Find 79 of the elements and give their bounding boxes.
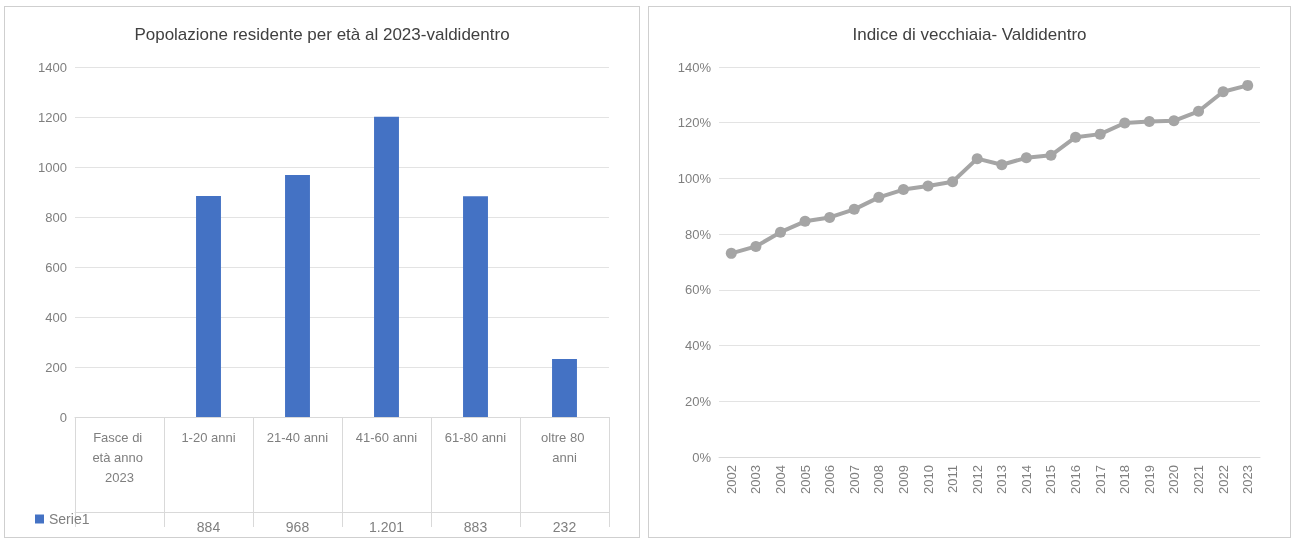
x-tick-label: 2018 [1117, 465, 1133, 494]
point [1217, 86, 1229, 98]
y-tick-label: 0% [692, 449, 712, 465]
point [799, 215, 811, 227]
x-tick-label: 2015 [1043, 465, 1059, 494]
x-tick-label: 2022 [1215, 465, 1231, 494]
x-tick-label: 2004 [772, 465, 788, 494]
point [774, 226, 786, 238]
y-tick-label: 1400 [38, 59, 67, 75]
bar [285, 175, 310, 417]
x-tick-label: 2006 [822, 465, 838, 494]
point [824, 211, 836, 223]
x-tick-label: 2003 [748, 465, 764, 494]
x-tick-label: 2002 [723, 465, 739, 494]
point [750, 240, 762, 252]
y-tick-label: 40% [684, 338, 712, 354]
y-tick-label: 20% [684, 393, 712, 409]
x-tick-label: 61-80 anni [444, 429, 507, 445]
y-tick-label: 800 [45, 209, 67, 225]
y-tick-label: 600 [45, 259, 67, 275]
legend-label: Serie1 [49, 511, 90, 527]
data-label: 232 [552, 519, 577, 535]
point [725, 247, 737, 259]
bar [374, 116, 399, 417]
x-tick-label: 2007 [846, 465, 862, 494]
data-label: 1.201 [368, 519, 405, 535]
x-tick-label: 2009 [895, 465, 911, 494]
point [1193, 105, 1205, 117]
point [1242, 79, 1254, 91]
y-tick-label: 0 [59, 409, 67, 425]
data-label: 884 [196, 519, 221, 535]
point [996, 159, 1008, 171]
bar [196, 196, 221, 417]
x-tick-label: 2021 [1191, 465, 1207, 494]
point [922, 180, 934, 192]
y-tick-label: 200 [45, 359, 67, 375]
bar [552, 359, 577, 417]
point [873, 191, 885, 203]
chart-title: Popolazione residente per età al 2023-valdidentro [134, 25, 510, 44]
point [848, 203, 860, 215]
x-tick-label: 2020 [1166, 465, 1182, 494]
data-label: 883 [463, 519, 488, 535]
point [1020, 152, 1032, 164]
x-tick-label: 2019 [1141, 465, 1157, 494]
x-tick-label: 2017 [1092, 465, 1108, 494]
y-tick-label: 400 [45, 309, 67, 325]
point [1119, 117, 1131, 129]
x-tick-label: 41-60 anni [355, 429, 418, 445]
point [1094, 128, 1106, 140]
y-tick-label: 100% [677, 170, 712, 186]
x-tick-label: 2010 [920, 465, 936, 494]
point [897, 184, 909, 196]
x-tick-label: oltre 80 anni [541, 429, 588, 465]
x-tick-label: 2012 [969, 465, 985, 494]
x-tick-label: 1-20 anni [181, 429, 236, 445]
x-tick-label: 2011 [945, 465, 961, 493]
point [971, 153, 983, 165]
y-tick-label: 60% [684, 282, 712, 298]
y-tick-label: 120% [677, 115, 712, 131]
data-label: 968 [285, 519, 310, 535]
x-tick-label: 2016 [1068, 465, 1084, 494]
bar [463, 196, 488, 417]
x-tick-label: 2014 [1018, 465, 1034, 494]
y-tick-label: 1200 [38, 109, 67, 125]
x-tick-label: Fasce di età anno 2023 [92, 429, 147, 485]
chart-title: Indice di vecchiaia- Valdidentro [852, 25, 1087, 44]
x-tick-label: 21-40 anni [266, 429, 329, 445]
point [1143, 116, 1155, 128]
y-tick-label: 140% [677, 59, 712, 75]
x-tick-label: 2008 [871, 465, 887, 494]
y-tick-label: 1000 [38, 159, 67, 175]
x-tick-label: 2013 [994, 465, 1010, 494]
y-tick-label: 80% [684, 226, 712, 242]
x-tick-label: 2005 [797, 465, 813, 494]
point [1045, 149, 1057, 161]
point [947, 176, 959, 188]
point [1168, 115, 1180, 127]
point [1070, 131, 1082, 143]
x-tick-label: 2023 [1240, 465, 1256, 494]
